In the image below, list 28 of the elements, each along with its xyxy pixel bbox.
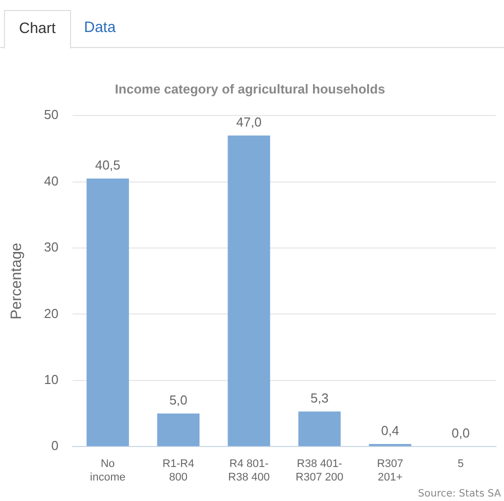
data-label: 0,0: [452, 426, 470, 441]
x-tick-label: R4 801-R38 400: [228, 458, 270, 484]
y-tick-label: 30: [44, 240, 58, 255]
x-tick-label: 5: [458, 458, 464, 470]
y-tick-label: 10: [44, 372, 58, 387]
bar: [157, 414, 200, 446]
data-label: 5,3: [310, 390, 329, 406]
chart-title: Income category of agricultural households: [114, 81, 386, 96]
bar: [86, 178, 129, 446]
y-axis-title: Percentage: [8, 242, 26, 320]
source-note: Source: Stats SA: [418, 488, 502, 500]
y-tick-label: 0: [51, 438, 58, 454]
bar: [228, 135, 270, 446]
y-tick-label: 20: [44, 306, 58, 321]
y-tick-label: 50: [44, 107, 58, 122]
x-tick-label: R38 401-R307 200: [296, 458, 344, 484]
data-label: 47,0: [236, 114, 262, 130]
data-label: 5,0: [169, 392, 188, 408]
data-label: 0,4: [381, 423, 400, 438]
bar: [298, 412, 341, 446]
x-tick-label: No income: [90, 458, 126, 484]
text: Chart: [4, 10, 71, 49]
x-tick-label: R307 201+: [376, 458, 404, 484]
text: Data: [83, 18, 117, 38]
bar: [368, 444, 412, 446]
x-tick-label: R1-R4 800: [162, 458, 194, 484]
y-tick-label: 40: [44, 173, 58, 188]
data-label: 40,5: [95, 158, 120, 173]
